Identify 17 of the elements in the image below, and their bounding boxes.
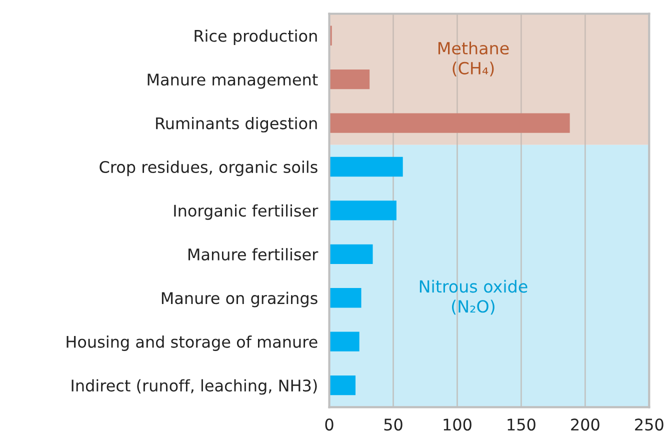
y-tick-label: Manure management	[148, 74, 318, 89]
y-tick-label: Manure fertiliser	[188, 248, 318, 260]
x-tick-label: 0	[325, 418, 334, 431]
y-tick-label: Manure on grazings	[162, 292, 318, 308]
y-tick-label: Indirect (runoff, leaching, NH3)	[72, 379, 317, 395]
y-tick-label: Inorganic fertiliser	[174, 204, 318, 220]
band-label: Nitrous oxide (N₂O)	[420, 280, 528, 315]
x-tick-label: 250	[635, 418, 664, 431]
y-tick-label: Rice production	[194, 30, 317, 46]
x-tick-label: 150	[508, 418, 536, 431]
x-tick-label: 200	[571, 418, 600, 431]
y-tick-label: Ruminants digestion	[156, 116, 317, 132]
x-tick-label: 100	[444, 418, 472, 431]
x-tick-label: 50	[384, 418, 402, 431]
band-label: Methane (CH₄)	[438, 42, 509, 76]
y-tick-label: Housing and storage of manure	[66, 336, 318, 351]
y-tick-label: Crop residues, organic soils	[100, 160, 318, 176]
